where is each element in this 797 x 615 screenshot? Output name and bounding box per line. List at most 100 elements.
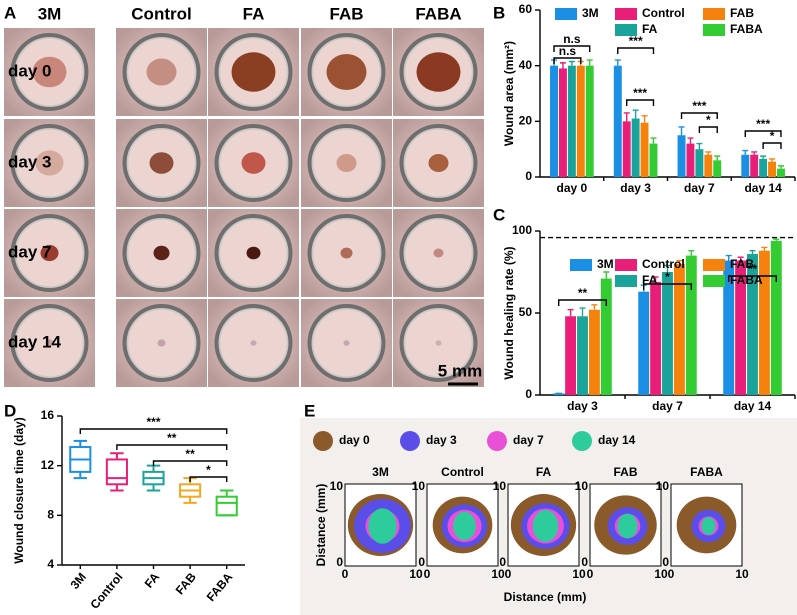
y-tick-label: 12: [41, 458, 55, 472]
error-bar: [623, 112, 630, 122]
y-tick-label: 50: [519, 305, 533, 319]
bar: [662, 272, 673, 395]
y-tick-label: 10: [656, 479, 670, 493]
panel-letter: C: [493, 205, 505, 224]
ring: [10, 124, 89, 202]
panel-letter: B: [493, 3, 505, 22]
ring: [10, 33, 89, 111]
bar: [638, 291, 650, 395]
y-tick-label: 0: [525, 169, 532, 183]
significance-bracket: [189, 476, 228, 482]
significance-bracket: [553, 45, 591, 52]
bar: [704, 154, 713, 177]
ring: [214, 33, 293, 111]
bar: [550, 65, 558, 177]
legend-dot: [400, 431, 420, 451]
bar: [622, 121, 631, 177]
significance-label: n.s: [563, 32, 581, 46]
panel-title: FA: [536, 465, 552, 479]
y-axis-label: Wound area (mm²): [502, 41, 516, 146]
y-tick-label: 0: [525, 387, 532, 401]
whisker-low: [183, 496, 197, 504]
wound: [146, 58, 177, 86]
y-tick-label: 8: [47, 508, 54, 522]
x-tick-label: FA: [142, 570, 163, 591]
error-bar: [687, 137, 694, 144]
legend-label: day 3: [426, 433, 457, 447]
significance-bracket: [553, 57, 582, 64]
contour: [453, 511, 476, 541]
bar: [759, 158, 768, 177]
bar: [723, 260, 735, 395]
legend-swatch: [615, 259, 637, 271]
panel-title: Control: [441, 465, 484, 479]
wound: [32, 56, 67, 88]
legend-dot: [487, 431, 507, 451]
x-tick-label: 10: [654, 567, 668, 581]
error-bar: [737, 256, 744, 261]
significance-label: n.s: [559, 44, 577, 58]
bar: [685, 255, 697, 395]
significance-label: ***: [629, 34, 643, 48]
error-bar: [678, 126, 685, 136]
column-label: FABA: [415, 4, 461, 23]
column-label: 3M: [38, 4, 62, 23]
error-bar: [696, 142, 703, 150]
legend-swatch: [570, 259, 592, 271]
error-bar: [559, 62, 566, 69]
significance-label: **: [185, 447, 195, 461]
error-bar: [676, 259, 683, 264]
row-label: day 14: [8, 332, 61, 351]
bar: [553, 393, 565, 395]
error-bar: [749, 249, 756, 254]
error-bar: [632, 109, 639, 119]
legend-label: FABA: [730, 273, 763, 287]
panel-title: FAB: [614, 465, 638, 479]
bar: [677, 135, 686, 177]
bar: [758, 250, 770, 395]
legend-swatch: [555, 8, 577, 20]
whisker-low: [110, 484, 124, 492]
wound: [435, 340, 442, 346]
error-bar: [751, 151, 758, 155]
y-tick-label: 100: [512, 223, 532, 237]
error-bar: [641, 115, 648, 123]
significance-label: *: [770, 129, 775, 143]
x-tick-label: day 3: [567, 399, 598, 413]
error-bar: [714, 155, 721, 161]
legend-swatch: [703, 259, 725, 271]
error-bar: [688, 249, 695, 256]
ring: [399, 304, 478, 382]
x-tick-label: day 7: [652, 399, 683, 413]
error-bar: [742, 149, 749, 155]
ring: [10, 214, 89, 292]
wound: [343, 340, 350, 346]
y-axis-label: Distance (mm): [314, 484, 328, 567]
significance-bracket: [680, 112, 718, 119]
bar: [650, 281, 662, 395]
significance-bracket: [79, 428, 228, 434]
error-bar: [760, 155, 767, 159]
x-tick-label: 10: [409, 567, 423, 581]
legend-label: FABA: [730, 22, 763, 36]
contour: [368, 508, 397, 544]
significance-label: ***: [756, 117, 770, 131]
bar: [713, 160, 722, 177]
whisker-high: [110, 452, 124, 460]
significance-label: **: [748, 262, 758, 276]
error-bar: [568, 60, 575, 66]
x-tick-label: 0: [424, 567, 431, 581]
significance-bracket: [762, 142, 782, 149]
significance-label: **: [578, 286, 588, 300]
ring: [122, 124, 201, 202]
bar: [585, 65, 594, 177]
legend-swatch: [615, 24, 637, 36]
error-bar: [652, 276, 659, 282]
panel-letter: A: [4, 3, 16, 22]
column-label: FA: [243, 4, 265, 23]
wound: [416, 52, 461, 92]
x-tick-label: day 14: [734, 399, 772, 413]
significance-label: **: [167, 431, 177, 445]
bar: [565, 316, 577, 395]
